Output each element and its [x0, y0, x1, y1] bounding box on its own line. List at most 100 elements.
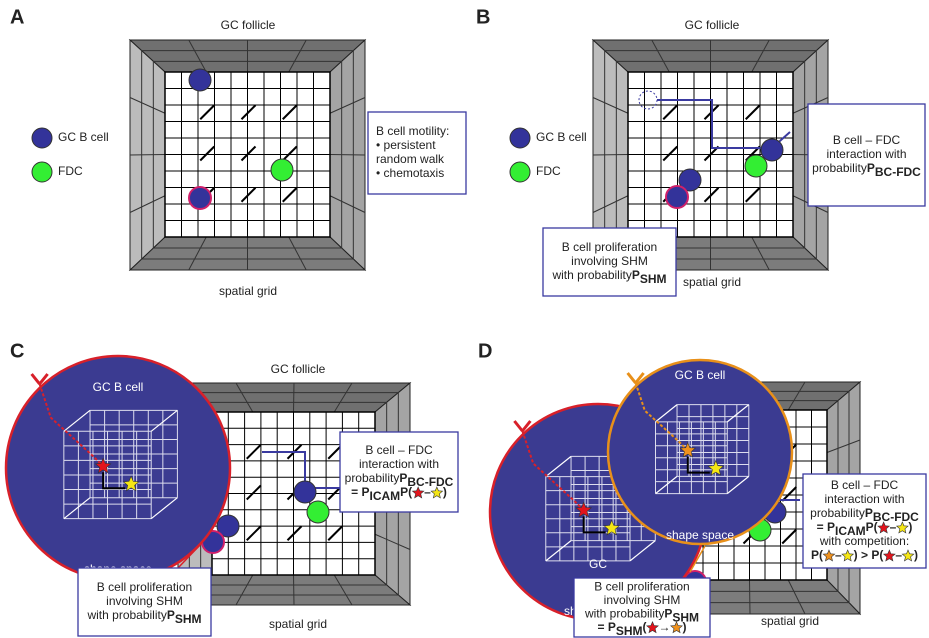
text-run: B cell proliferation [594, 579, 689, 593]
grid-footer: spatial grid [219, 284, 277, 298]
gc-b-cell [189, 69, 211, 91]
text-run: B cell motility: [376, 124, 449, 138]
legend-fdc [510, 162, 530, 182]
text-subscript: SHM [175, 612, 202, 626]
gc-b-cell [666, 186, 688, 208]
text-line: B cell – FDC [831, 478, 899, 492]
text-bold: ) [683, 620, 687, 634]
text-run: with probability [551, 268, 631, 282]
text-subscript: SHM [616, 624, 643, 638]
grid-footer: spatial grid [269, 617, 327, 631]
text-line: interaction with [826, 147, 906, 161]
panel-label: A [10, 6, 24, 28]
text-subscript: SHM [640, 272, 667, 286]
text-bold: P( [811, 548, 823, 562]
inset-title: GC B cell [93, 380, 144, 394]
text-line: • persistent [376, 138, 436, 152]
text-run: random walk [376, 152, 445, 166]
grid-footer: spatial grid [683, 275, 741, 289]
cube-edge [130, 155, 165, 156]
text-line: interaction with [359, 457, 439, 471]
text-run: probability [345, 471, 400, 485]
text-bold: – [424, 485, 431, 499]
text-bold: P [865, 506, 873, 520]
text-run: interaction with [824, 492, 904, 506]
text-run: B cell proliferation [562, 240, 657, 254]
legend-label: FDC [58, 164, 83, 178]
text-bold: ) > P( [854, 548, 884, 562]
text-bold: P [632, 268, 640, 282]
legend-b-cell [510, 128, 530, 148]
text-bold: P( [400, 485, 412, 499]
legend-label: GC B cell [58, 130, 109, 144]
cube-edge [330, 155, 365, 156]
text-run: involving SHM [604, 593, 681, 607]
text-run: probability [810, 506, 865, 520]
gc-b-cell [294, 481, 316, 503]
text-line: B cell proliferation [97, 580, 192, 594]
text-line: involving SHM [604, 593, 681, 607]
figure: A GC follicle spatial grid GC B cell FDC B ce… [0, 0, 929, 638]
text-bold: ) [914, 548, 918, 562]
text-bold: P [867, 161, 875, 175]
inset-title: GC [589, 557, 607, 571]
inset-title: GC B cell [675, 368, 726, 382]
fdc [745, 155, 767, 177]
panel-label: C [10, 340, 24, 362]
text-bold: – [835, 548, 842, 562]
text-line: B cell proliferation [594, 579, 689, 593]
page: A GC follicle spatial grid GC B cell FDC B ce… [0, 0, 929, 638]
text-run: B cell – FDC [831, 478, 899, 492]
text-bold: = P [351, 485, 369, 499]
text-subscript: BC-FDC [875, 165, 921, 179]
text-subscript: ICAM [370, 489, 401, 503]
text-run: with competition: [819, 534, 909, 548]
text-run: with probability [86, 608, 166, 622]
cube-edge [294, 383, 295, 412]
text-bold: – [895, 548, 902, 562]
text-run: involving SHM [106, 594, 183, 608]
text-bold: ( [643, 620, 647, 634]
text-line: with competition: [819, 534, 909, 548]
text-bold: P [167, 608, 175, 622]
text-run: interaction with [359, 457, 439, 471]
cube-edge [593, 155, 628, 156]
cube-edge [750, 580, 751, 614]
text-run: interaction with [826, 147, 906, 161]
inset-footer: shape space [666, 528, 734, 542]
text-line: B cell proliferation [562, 240, 657, 254]
panel-label: D [478, 340, 492, 362]
panel-label: B [476, 6, 490, 28]
gc-b-cell [189, 187, 211, 209]
text-bold: P( [866, 520, 878, 534]
text-line: involving SHM [571, 254, 648, 268]
text-run: B cell – FDC [833, 133, 901, 147]
grid-title: GC follicle [685, 18, 740, 32]
text-bold: = P [597, 620, 615, 634]
text-line: involving SHM [106, 594, 183, 608]
text-bold: ) [908, 520, 912, 534]
text-line: B cell motility: [376, 124, 449, 138]
legend-label: FDC [536, 164, 561, 178]
text-run: • persistent [376, 138, 436, 152]
text-bold: P [664, 606, 672, 620]
text-run: probability [812, 161, 867, 175]
gc-b-cell [761, 139, 783, 161]
grid-footer: spatial grid [761, 614, 819, 628]
text-run: B cell – FDC [365, 443, 433, 457]
text-line: • chemotaxis [376, 166, 444, 180]
cube-edge [294, 575, 295, 605]
text-run: involving SHM [571, 254, 648, 268]
grid-title: GC follicle [221, 18, 276, 32]
text-bold: – [890, 520, 897, 534]
legend-label: GC B cell [536, 130, 587, 144]
legend-fdc [32, 162, 52, 182]
fdc [307, 501, 329, 523]
text-run: • chemotaxis [376, 166, 444, 180]
text-bold: = P [817, 520, 835, 534]
text-bold: P [399, 471, 407, 485]
text-bold: → [659, 620, 671, 634]
text-line: B cell – FDC [833, 133, 901, 147]
text-line: B cell – FDC [365, 443, 433, 457]
text-run: with probability [584, 606, 664, 620]
